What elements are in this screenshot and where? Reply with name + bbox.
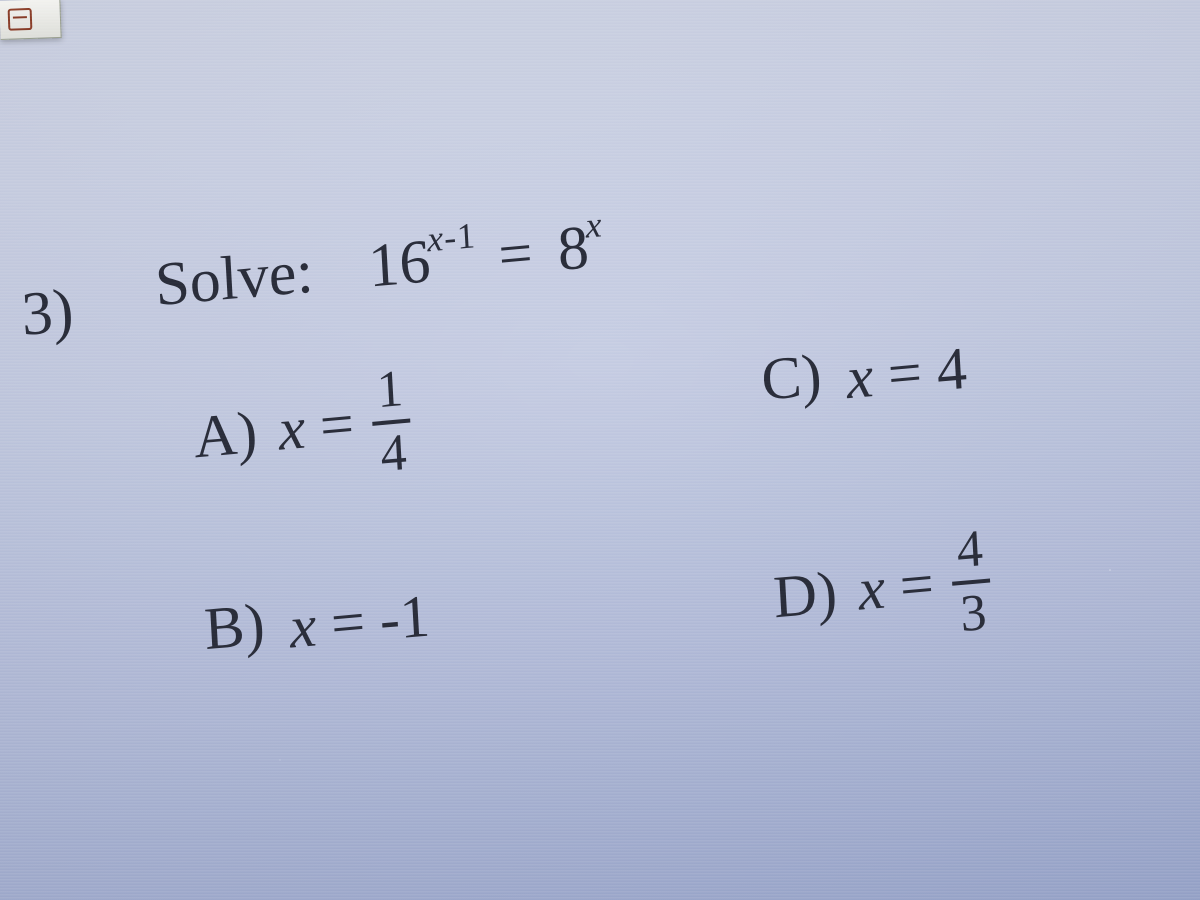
option-b-body: x = -1 [288, 581, 432, 662]
option-c-body: x = 4 [845, 334, 969, 413]
rhs-exponent: x [584, 204, 602, 245]
option-a[interactable]: A) x = 1 4 [191, 366, 425, 555]
question-prompt: Solve: 16x-1 = 8x [153, 211, 606, 321]
equals-sign: = [497, 219, 534, 288]
question-slide: 3) Solve: 16x-1 = 8x A) x = 1 4 [10, 1, 1190, 879]
lhs-base: 16 [367, 227, 433, 300]
options-col-left: A) x = 1 4 B) x = -1 [191, 366, 435, 725]
option-d-label: D) [772, 557, 846, 632]
lhs-exponent: x-1 [426, 215, 477, 259]
option-c-label: C) [760, 340, 834, 415]
prompt-word: Solve: [153, 238, 315, 320]
options-col-right: C) x = 4 D) x = 4 3 [759, 317, 995, 675]
option-b-label: B) [203, 589, 277, 664]
option-d[interactable]: D) x = 4 3 [771, 527, 997, 716]
option-a-body: x = 1 4 [276, 367, 415, 494]
app-chrome-sliver [0, 0, 62, 40]
question-number: 3) [20, 276, 75, 351]
option-d-body: x = 4 3 [855, 527, 994, 654]
option-b[interactable]: B) x = -1 [203, 576, 437, 765]
toolbar-icon [8, 8, 33, 31]
option-a-label: A) [192, 397, 266, 472]
option-d-fraction: 4 3 [949, 523, 993, 642]
option-a-fraction: 1 4 [370, 363, 414, 482]
equation: 16x-1 = 8x [367, 211, 607, 303]
answer-options: A) x = 1 4 B) x = -1 [191, 302, 1148, 386]
option-c[interactable]: C) x = 4 [760, 327, 986, 516]
